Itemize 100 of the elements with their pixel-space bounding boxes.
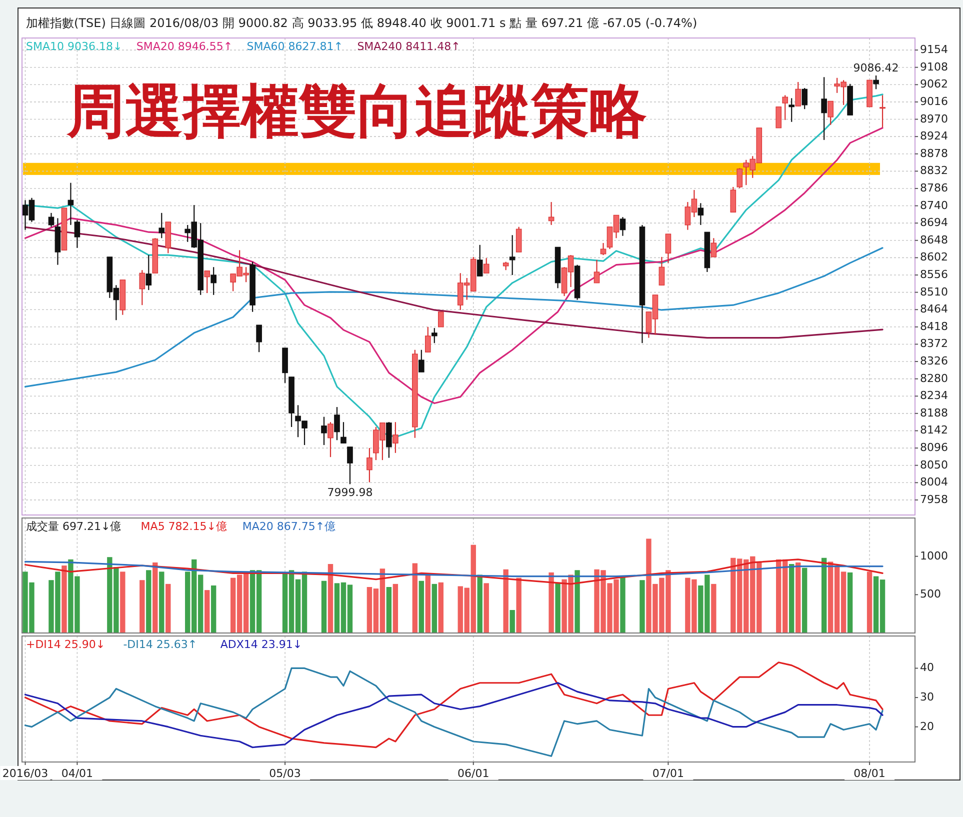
bar: [555, 582, 560, 633]
candlestick: [620, 216, 626, 236]
candlestick: [658, 256, 665, 286]
text: 成交量 697.21↓億: [26, 520, 122, 533]
bar: [574, 570, 580, 633]
x-tick-label: 2016/03: [2, 767, 48, 780]
text: SMA20 8946.55↑: [136, 40, 233, 53]
bar: [412, 563, 418, 633]
bar: [503, 569, 508, 633]
bar: [166, 584, 171, 633]
y-tick-label: 9016: [920, 94, 948, 108]
text: -DI14 25.63↑: [123, 638, 198, 651]
x-tick-label: 08/01: [854, 767, 886, 780]
candlestick: [48, 212, 54, 228]
y-tick-label: 8786: [920, 181, 948, 194]
bar: [438, 582, 444, 633]
text: SMA240 8411.48↑: [357, 40, 460, 53]
line-series: [24, 558, 884, 585]
y-tick-label: 8832: [920, 164, 948, 178]
candlestick: [321, 416, 327, 446]
y-tick-label: 8924: [920, 130, 948, 143]
bar: [484, 583, 489, 633]
y-tick-label: 1000: [920, 549, 948, 562]
bar: [140, 580, 145, 633]
x-tick-label: 06/01: [458, 767, 490, 780]
y-tick-label: 8050: [920, 458, 948, 472]
candlestick: [204, 270, 210, 294]
text: MA5 782.15↓億: [140, 520, 228, 533]
bar: [847, 572, 853, 633]
y-tick-label: 8740: [920, 198, 948, 212]
candlestick: [476, 244, 483, 277]
candlestick: [146, 254, 152, 291]
text: +DI14 25.90↓: [26, 638, 106, 651]
bar: [789, 564, 794, 633]
candlestick: [509, 234, 516, 276]
candlestick: [347, 446, 353, 485]
line-series: [24, 247, 884, 388]
text: MA20 867.75↑億: [242, 520, 336, 533]
y-tick-label: 40: [920, 661, 934, 674]
annotation: 7999.98: [327, 486, 373, 500]
candlestick: [776, 106, 782, 128]
text: SMA60 8627.81↑: [246, 40, 344, 53]
y-tick-label: 9062: [920, 78, 948, 91]
line-series: [24, 682, 884, 748]
bar: [418, 580, 424, 633]
annotation: 9086.42: [853, 61, 899, 74]
bar: [866, 572, 872, 633]
y-tick-label: 8418: [920, 320, 948, 333]
candlestick: [665, 233, 672, 264]
candlestick: [710, 238, 717, 258]
y-tick-label: 8464: [920, 302, 948, 316]
bar: [152, 562, 158, 633]
y-tick-label: 8970: [920, 112, 948, 126]
y-tick-label: 8694: [920, 216, 948, 230]
bar: [146, 570, 152, 633]
bar: [321, 580, 327, 633]
y-tick-label: 8096: [920, 441, 948, 454]
bar: [821, 558, 827, 633]
y-tick-label: 8372: [920, 337, 948, 350]
bar: [62, 566, 67, 633]
bar: [477, 574, 482, 633]
bar: [796, 562, 801, 633]
y-tick-label: 8510: [920, 285, 948, 298]
candlestick: [600, 242, 606, 256]
bar: [204, 590, 210, 633]
candlestick: [438, 311, 444, 328]
y-tick-label: 8326: [920, 354, 948, 368]
text: 周選擇權雙向追蹤策略: [66, 79, 647, 144]
bar: [802, 568, 808, 633]
y-tick-label: 8878: [920, 146, 948, 160]
candlestick: [873, 74, 879, 90]
candlestick: [158, 212, 165, 239]
candlestick: [880, 94, 886, 128]
y-tick-label: 20: [920, 720, 934, 733]
candlestick: [788, 98, 794, 122]
candlestick: [74, 220, 80, 248]
bar: [640, 580, 645, 633]
y-tick-label: 8004: [920, 476, 948, 489]
candlestick: [210, 266, 216, 296]
y-tick-label: 8188: [920, 406, 948, 420]
bar: [425, 574, 431, 633]
bar: [711, 584, 716, 633]
candlestick: [698, 202, 704, 226]
candlestick: [68, 182, 74, 226]
y-tick-label: 8556: [920, 268, 948, 282]
y-tick-label: 8602: [920, 250, 948, 264]
candlestick: [594, 259, 600, 284]
y-tick-label: 500: [920, 588, 941, 601]
bar: [159, 572, 164, 633]
candlestick: [425, 326, 431, 353]
y-tick-label: 9108: [920, 60, 948, 74]
candlestick: [139, 270, 146, 306]
y-tick-label: 7958: [920, 492, 948, 506]
candlestick: [334, 406, 340, 441]
candlestick: [418, 349, 424, 373]
y-tick-label: 9154: [920, 43, 948, 56]
bar: [386, 587, 392, 633]
candlestick: [795, 81, 801, 107]
x-tick-label: 07/01: [652, 767, 684, 780]
line-series: [24, 560, 884, 578]
